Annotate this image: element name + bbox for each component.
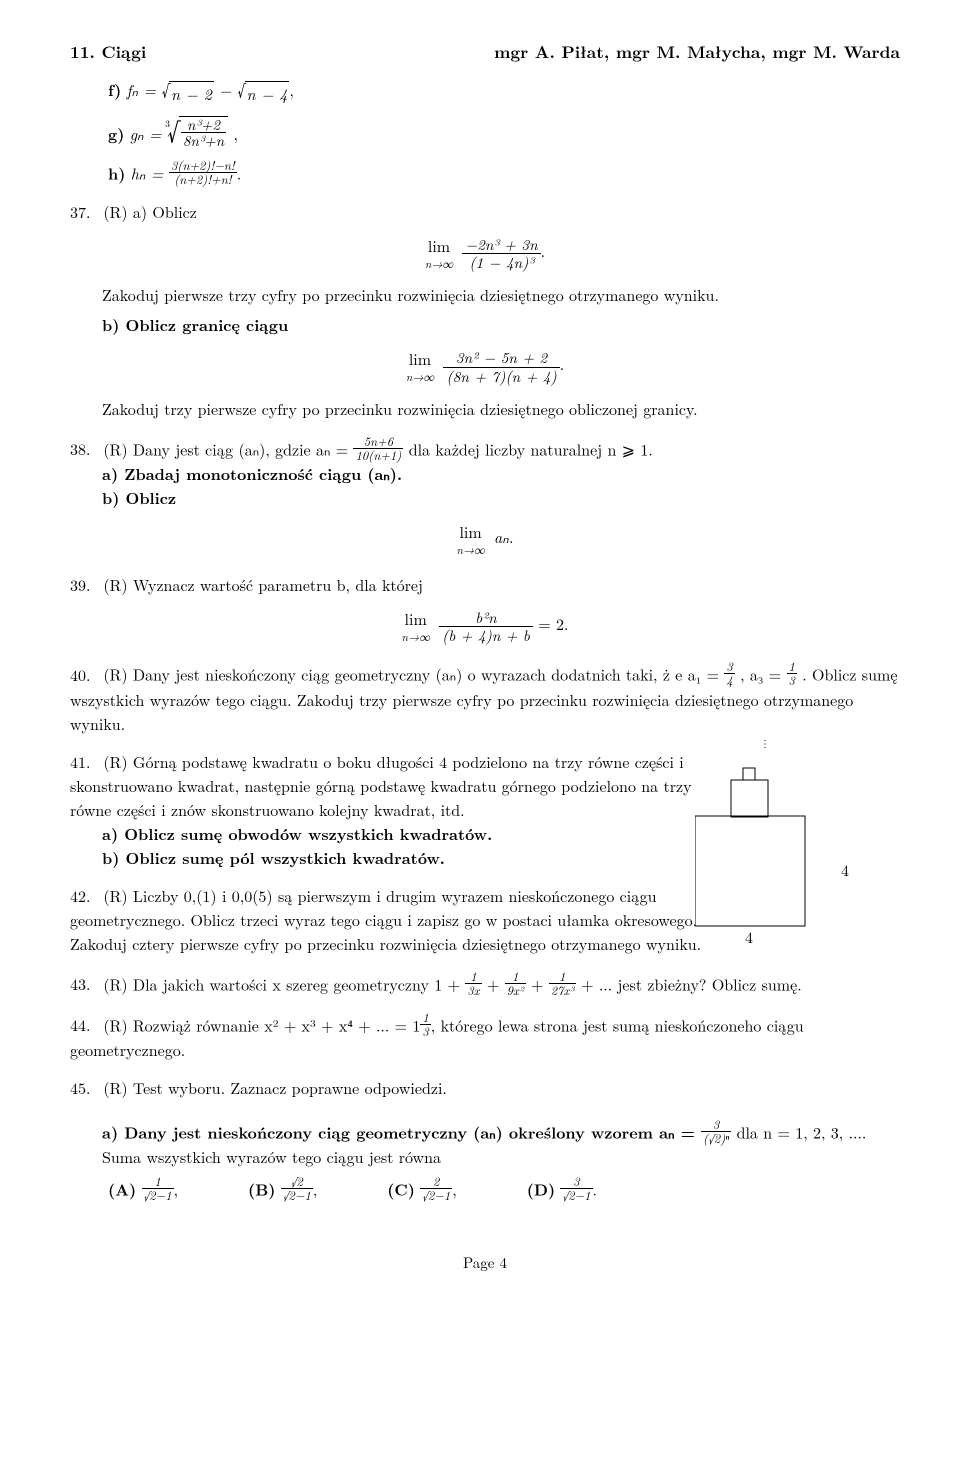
q41-num: 41. [70,750,98,774]
q44-num: 44. [70,1013,98,1037]
g-root-index: 3 [165,116,170,130]
q37-lim1-top: lim [425,234,453,258]
q37-lim2-den: (8n + 7)(n + 4) [443,368,559,385]
q37-lim1-under: n→∞ [425,256,453,273]
q43-post: + ... jest zbieżny? Oblicz sumę. [581,972,802,995]
q41-b: b) Oblicz sumę pól wszystkich kwadratów. [102,846,445,869]
q37-label: (R) a) Oblicz [103,200,197,223]
q39-text: (R) Wyznacz wartość parametru b, dla któ… [103,573,423,596]
q39-num: 39. [70,573,98,597]
header-right: mgr A. Piłat, mgr M. Małycha, mgr M. War… [494,40,900,66]
q37-b-label: b) Oblicz granicę ciągu [102,313,288,336]
label-f: f) [108,78,121,101]
q43-t3d: 27x³ [549,984,576,997]
item-g: g) gₙ = 3 √ n³+28n³+n , [108,116,900,149]
q42-text: (R) Liczby 0,(1) i 0,0(5) są pierwszym i… [70,884,701,955]
q37-period2: . [560,352,564,375]
q45-a-mid: dla n = 1, 2, 3, .... [737,1121,867,1144]
q45-a-pre: a) Dany jest nieskończony ciąg geometryc… [102,1121,701,1144]
q43: 43. (R) Dla jakich wartości x szereg geo… [70,970,900,997]
q43-plus2: + [531,972,549,995]
q45-num: 45. [70,1076,98,1100]
q37-lim2-num: 3n² − 5n + 2 [443,349,559,367]
q37-line4: Zakoduj trzy pierwsze cyfry po przecinku… [102,397,900,421]
q39-eq: = 2. [538,612,568,635]
g-comma: , [234,122,238,145]
q39-lim-top: lim [402,607,430,631]
q43-t1d: 3x [465,984,481,997]
q38-lim-expr: aₙ. [494,525,513,548]
q38-num: 38. [70,437,98,461]
item-h: h) hₙ = 3(n+2)!−n!(n+2)!+n!. [108,159,900,186]
q38-fd: 10(n+1) [353,449,403,462]
q41-text: (R) Górną podstawę kwadratu o boku długo… [70,750,692,821]
q39: 39. (R) Wyznacz wartość parametru b, dla… [70,573,900,646]
label-g: g) [108,122,124,145]
q43-t2d: 9x² [505,984,526,997]
g-den: 8n³+n [181,133,226,149]
q40-pre: (R) Dany jest nieskończony ciąg geometry… [103,663,724,686]
q38-a: a) Zbadaj monotoniczność ciągu (aₙ). [102,462,402,485]
q41-a: a) Oblicz sumę obwodów wszystkich kwadra… [102,822,492,845]
q40-mid: , a₃ = [740,663,786,686]
q43-plus1: + [487,972,505,995]
f-rad1: n − 2 [169,81,214,106]
q44-pre: (R) Rozwiąż równanie x² + x³ + x⁴ + ... … [103,1013,420,1036]
q37-num: 37. [70,200,98,224]
fig-dots: ⋮ [695,740,835,746]
q40-f1d: 4 [724,674,734,687]
q42-num: 42. [70,884,98,908]
q45-a-fd: (√2)ⁿ [701,1132,731,1145]
expr-g-lhs: gₙ = [130,122,167,145]
q40-num: 40. [70,663,98,687]
f-comma: , [289,78,293,101]
q44-fd: 3 [420,1025,430,1038]
choice-c: (C) 2√2−1, [387,1175,456,1202]
q37-line2: Zakoduj pierwsze trzy cyfry po przecinku… [102,283,900,307]
item-f: f) fₙ = √n − 2 − √n − 4, [108,78,900,106]
q37-lim1-den: (1 − 4n)³ [462,254,540,271]
q37-lim2-top: lim [406,347,434,371]
h-den: (n+2)!+n! [169,173,237,186]
q43-num: 43. [70,972,98,996]
q39-lim-den: (b + 4)n + b [439,627,533,644]
q38-b: b) Oblicz [102,486,176,509]
q40-f2d: 3 [787,674,797,687]
q45: 45. (R) Test wyboru. Zaznacz poprawne od… [70,1076,900,1202]
q38-lim-top: lim [456,520,484,544]
q37: 37. (R) a) Oblicz limn→∞ −2n³ + 3n(1 − 4… [70,200,900,421]
expr-h-lhs: hₙ = [131,162,169,185]
q39-lim-under: n→∞ [402,629,430,646]
expr-f-lhs: fₙ = [127,78,162,101]
q40: 40. (R) Dany jest nieskończony ciąg geom… [70,660,900,735]
f-minus: − [219,78,237,101]
q43-pre: (R) Dla jakich wartości x szereg geometr… [103,972,465,995]
label-h: h) [108,162,125,185]
q38-pre: (R) Dany jest ciąg (aₙ), gdzie aₙ = [103,437,353,460]
h-period: . [237,162,241,185]
header-left: 11. Ciągi [70,40,146,66]
q45-text: (R) Test wyboru. Zaznacz poprawne odpowi… [103,1076,447,1099]
choice-b: (B) √2√2−1, [248,1175,317,1202]
squares-figure [695,748,835,933]
fig-side-v: 4 [841,858,849,882]
q37-lim2-under: n→∞ [406,369,434,386]
choice-a: (A) 1√2−1, [108,1175,178,1202]
fig-side-h: 4 [745,925,753,949]
page-footer: Page 4 [70,1252,900,1275]
q37-period1: . [541,239,545,262]
q38-post: dla każdej liczby naturalnej n ⩾ 1. [409,437,653,460]
f-rad2: n − 4 [245,81,290,106]
q38: 38. (R) Dany jest ciąg (aₙ), gdzie aₙ = … [70,435,900,559]
q38-lim-under: n→∞ [456,542,484,559]
q44: 44. (R) Rozwiąż równanie x² + x³ + x⁴ + … [70,1011,900,1062]
choice-d: (D) 3√2−1. [527,1175,597,1202]
q45-a-line2: Suma wszystkich wyrazów tego ciągu jest … [102,1145,900,1169]
